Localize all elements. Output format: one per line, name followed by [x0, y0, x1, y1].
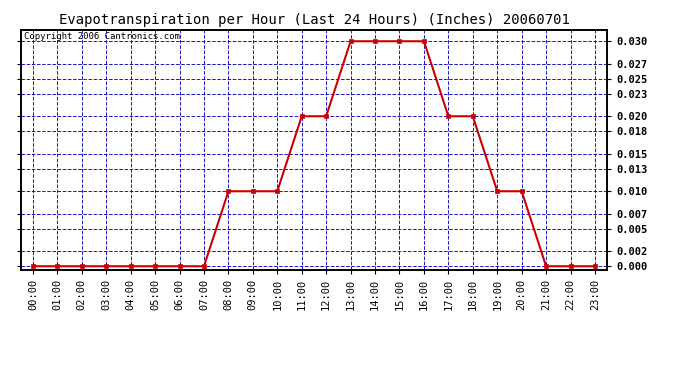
- Title: Evapotranspiration per Hour (Last 24 Hours) (Inches) 20060701: Evapotranspiration per Hour (Last 24 Hou…: [59, 13, 569, 27]
- Text: Copyright 2006 Cantronics.com: Copyright 2006 Cantronics.com: [23, 32, 179, 41]
